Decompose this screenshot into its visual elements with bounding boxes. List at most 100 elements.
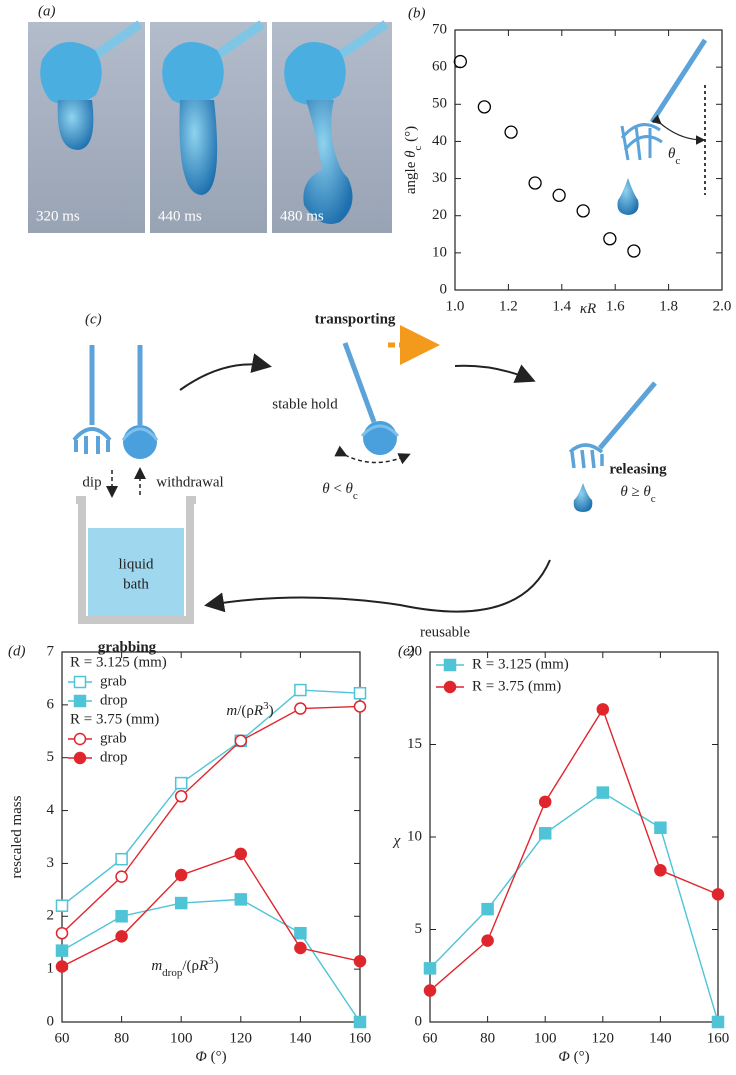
y-tick-label: 4: [47, 802, 55, 818]
marker: [55, 899, 69, 912]
marker: [654, 864, 667, 877]
marker: [55, 960, 69, 973]
x-tick-label: 160: [707, 1030, 730, 1046]
marker: [55, 944, 69, 957]
marker: [234, 893, 248, 906]
x-tick-label: 100: [534, 1030, 557, 1046]
y-tick-label: 20: [432, 207, 447, 223]
y-tick-label: 20: [407, 643, 422, 659]
marker: [423, 962, 437, 975]
annotation: m/(ρR3): [226, 700, 273, 720]
text-part: 3: [263, 700, 269, 712]
y-tick-label: 5: [47, 749, 55, 765]
legend-label: R = 3.125 (mm): [472, 656, 569, 672]
legend-group: R = 3.125 (mm): [70, 654, 167, 670]
photo: 320 ms: [28, 20, 145, 233]
legend-group: R = 3.75 (mm): [70, 711, 159, 727]
x-tick-label: 60: [423, 1030, 438, 1046]
text-part: <: [330, 481, 346, 497]
legend-marker: [73, 732, 87, 746]
text-part: (°): [207, 1049, 227, 1065]
photo-panel: (a) 320 ms 440 ms 480 ms: [28, 3, 392, 233]
y-tick-label: 70: [432, 21, 447, 37]
marker: [538, 795, 552, 809]
inset-illustration: [617, 38, 708, 215]
series-line: [429, 707, 719, 992]
text-part: ): [269, 703, 274, 719]
text-part: c: [353, 490, 358, 502]
y-tick-label: 15: [407, 736, 422, 752]
x-tick-label: 80: [480, 1030, 495, 1046]
text-part: drop: [162, 967, 183, 979]
stage-label: releasing: [609, 461, 667, 477]
chart: (e) 60 80 100 120 140 160 0 5 10 15 20 Φ (°) χ R = 3.1…: [392, 643, 730, 1065]
x-tick-label: 1.2: [499, 298, 518, 314]
y-tick-label: 10: [407, 828, 422, 844]
inset-label: θc: [668, 146, 680, 166]
text-part: c: [412, 146, 424, 151]
legend-label: drop: [100, 749, 128, 765]
x-axis-label: Φ (°): [195, 1049, 226, 1065]
text-part: ): [214, 958, 219, 974]
plot-frame: [454, 29, 723, 291]
text-part: R: [253, 703, 263, 719]
y-tick-label: 40: [432, 133, 447, 149]
marker: [504, 125, 518, 139]
panel-label: (a): [38, 3, 56, 19]
y-tick-label: 50: [432, 96, 447, 112]
legend-marker: [443, 658, 457, 672]
x-tick-label: 80: [114, 1030, 129, 1046]
y-tick-label: 5: [415, 921, 423, 937]
legend-label: grab: [100, 730, 127, 746]
text-part: rescaled mass: [9, 795, 25, 878]
marker: [174, 868, 188, 882]
text-part: /(ρ: [182, 958, 199, 974]
text-part: Φ: [558, 1049, 570, 1065]
marker: [294, 941, 307, 955]
photo: 440 ms: [150, 20, 267, 233]
marker: [353, 1015, 367, 1029]
diagram: (c) transporting stable hold θ < θc rele…: [72, 311, 667, 655]
series-line: [61, 689, 361, 907]
marker: [528, 176, 542, 190]
marker: [115, 930, 128, 943]
text-part: θ: [668, 146, 676, 162]
x-tick-label: 1.0: [446, 298, 465, 314]
text-part: θ: [403, 150, 419, 158]
series-line: [429, 791, 719, 1023]
marker: [576, 204, 590, 218]
frame-time: 440 ms: [158, 208, 202, 224]
x-tick-label: 2.0: [713, 298, 732, 314]
text-part: χ: [392, 833, 401, 849]
y-tick-label: 30: [432, 170, 447, 186]
text-part: R: [198, 958, 208, 974]
y-tick-label: 7: [47, 643, 55, 659]
marker: [294, 702, 307, 715]
legend-marker: [73, 694, 87, 708]
marker: [234, 847, 248, 861]
text-part: θ: [346, 481, 354, 497]
marker: [174, 776, 188, 790]
plot-frame: [429, 651, 719, 1023]
panel-label: (c): [85, 311, 102, 327]
text-part: angle: [403, 158, 419, 194]
y-axis-label: rescaled mass: [9, 795, 25, 878]
panel-label: (d): [8, 643, 26, 659]
text-part: κR: [580, 301, 596, 317]
legend-marker: [443, 680, 457, 694]
marker: [115, 852, 128, 866]
x-tick-label: 140: [649, 1030, 672, 1046]
marker: [627, 244, 641, 258]
marker: [353, 954, 367, 968]
marker: [294, 926, 307, 940]
frame-time: 480 ms: [280, 208, 324, 224]
series-line: [61, 853, 361, 968]
x-tick-label: 100: [170, 1030, 193, 1046]
legend-label: R = 3.75 (mm): [472, 678, 561, 694]
text-part: θ: [643, 484, 651, 500]
x-tick-label: 120: [230, 1030, 253, 1046]
chart: (b) 1.0 1.2 1.4 1.6 1.8 2.0 0 10 20 30 40 50 60 70 κR an…: [403, 5, 731, 317]
text-part: m: [151, 958, 162, 974]
marker: [596, 703, 610, 716]
